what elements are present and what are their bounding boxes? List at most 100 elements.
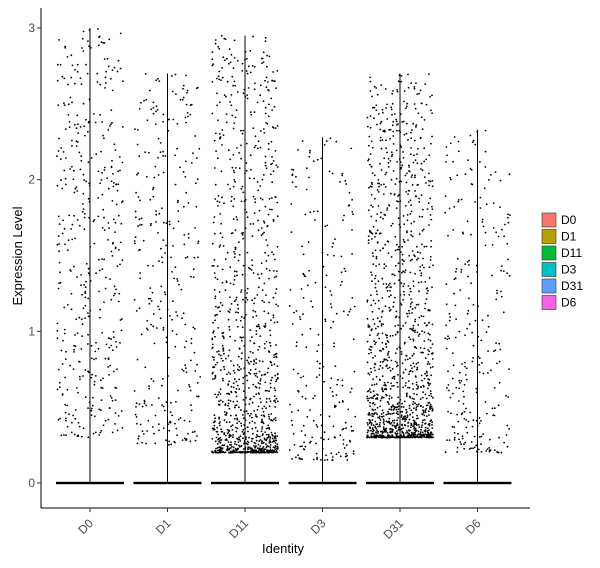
data-point-D6 xyxy=(458,400,460,402)
data-point-D11 xyxy=(238,152,241,154)
data-point-D31 xyxy=(389,423,392,425)
data-point-D0 xyxy=(107,357,110,359)
data-point-D31 xyxy=(401,245,404,248)
data-point-D31 xyxy=(395,310,398,313)
data-point-D11 xyxy=(216,157,219,160)
data-point-D11 xyxy=(276,215,279,218)
data-point-D31 xyxy=(416,331,419,334)
data-point-D11 xyxy=(228,325,231,328)
data-point-D11 xyxy=(246,298,249,301)
data-point-D1 xyxy=(156,109,159,111)
data-point-D31 xyxy=(430,245,432,248)
data-point-D31 xyxy=(366,431,369,434)
data-point-D11 xyxy=(214,39,217,41)
data-point-D11 xyxy=(228,380,231,383)
data-point-D1 xyxy=(187,237,190,239)
data-point-D31 xyxy=(408,407,411,410)
data-point-D3 xyxy=(317,333,320,336)
data-point-D31 xyxy=(420,404,422,407)
data-point-D1 xyxy=(136,173,138,176)
data-point-D0 xyxy=(71,139,73,142)
data-point-D11 xyxy=(263,415,266,418)
data-point-D6 xyxy=(448,207,451,210)
data-point-D11 xyxy=(249,267,252,270)
data-point-D31 xyxy=(428,414,430,416)
data-point-D31 xyxy=(370,435,373,437)
data-point-D11 xyxy=(227,371,230,374)
data-point-D6 xyxy=(509,214,511,217)
data-point-D1 xyxy=(157,305,159,308)
data-point-D3 xyxy=(315,452,318,455)
data-point-D0 xyxy=(103,42,106,44)
data-point-D6 xyxy=(505,394,507,397)
data-point-D6 xyxy=(466,220,469,223)
data-point-D31 xyxy=(404,415,407,418)
data-point-D6 xyxy=(488,178,490,181)
data-point-D11 xyxy=(255,333,258,336)
data-point-D31 xyxy=(408,418,411,421)
data-point-D0 xyxy=(96,72,99,75)
data-point-D11 xyxy=(257,443,260,446)
data-point-D1 xyxy=(154,442,157,445)
data-point-D1 xyxy=(183,243,186,246)
data-point-D6 xyxy=(472,447,474,450)
data-point-D11 xyxy=(255,330,258,332)
data-point-D31 xyxy=(391,385,393,387)
data-point-D31 xyxy=(383,267,386,270)
data-point-D31 xyxy=(412,435,415,438)
data-point-D1 xyxy=(151,404,153,406)
data-point-D1 xyxy=(174,266,177,269)
data-point-D31 xyxy=(414,402,416,405)
data-point-D31 xyxy=(422,257,424,260)
data-point-D31 xyxy=(423,414,426,417)
data-point-D31 xyxy=(410,82,413,85)
data-point-D6 xyxy=(457,420,460,423)
data-point-D0 xyxy=(121,318,123,320)
data-point-D11 xyxy=(252,351,254,354)
data-point-D31 xyxy=(373,366,376,369)
data-point-D31 xyxy=(367,242,370,245)
data-point-D11 xyxy=(241,185,244,188)
data-point-D11 xyxy=(265,122,267,124)
data-point-D31 xyxy=(410,364,412,367)
data-point-D6 xyxy=(445,324,447,327)
data-point-D11 xyxy=(235,380,238,383)
data-point-D31 xyxy=(393,407,396,410)
data-point-D11 xyxy=(249,369,252,371)
axes-layer xyxy=(40,8,530,509)
data-point-D31 xyxy=(382,415,385,417)
data-point-D11 xyxy=(275,356,278,359)
data-point-D11 xyxy=(218,422,221,425)
data-point-D11 xyxy=(255,439,258,442)
data-point-D11 xyxy=(274,432,276,435)
data-point-D31 xyxy=(374,274,377,277)
data-point-D0 xyxy=(121,259,124,262)
data-point-D1 xyxy=(146,327,148,330)
data-point-D31 xyxy=(428,394,431,397)
data-point-D11 xyxy=(221,129,224,131)
data-point-D0 xyxy=(56,79,59,82)
data-point-D1 xyxy=(174,183,177,186)
data-point-D3 xyxy=(331,390,334,393)
data-point-D1 xyxy=(196,382,199,384)
data-point-D3 xyxy=(348,310,351,313)
data-point-D31 xyxy=(378,307,380,310)
data-point-D31 xyxy=(396,422,399,425)
data-point-D11 xyxy=(238,241,240,244)
data-point-D1 xyxy=(182,87,184,90)
data-point-D0 xyxy=(91,404,94,407)
data-point-D31 xyxy=(402,386,404,389)
data-point-D11 xyxy=(229,282,232,285)
data-point-D6 xyxy=(478,422,481,425)
data-point-D3 xyxy=(326,458,329,461)
data-point-D11 xyxy=(249,71,252,74)
data-point-D31 xyxy=(407,436,410,439)
data-point-D11 xyxy=(265,167,268,170)
data-point-D0 xyxy=(115,387,118,389)
data-point-D31 xyxy=(370,346,373,348)
data-point-D0 xyxy=(60,147,63,149)
data-point-D0 xyxy=(83,216,86,219)
data-point-D31 xyxy=(417,403,420,405)
data-point-D31 xyxy=(385,346,388,348)
data-point-D11 xyxy=(220,222,223,225)
